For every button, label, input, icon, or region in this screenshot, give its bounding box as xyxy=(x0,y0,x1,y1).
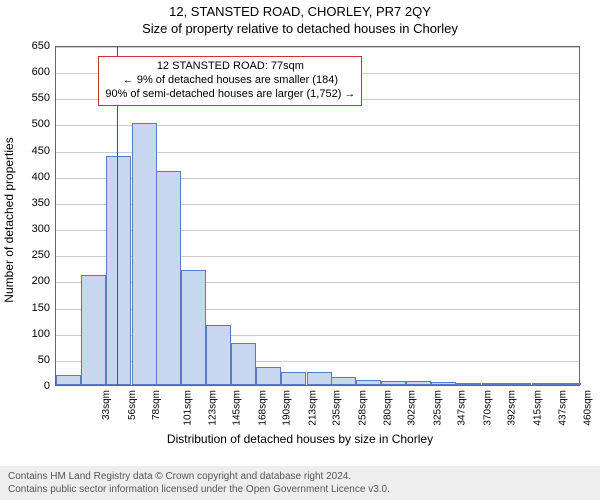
x-tick: 258sqm xyxy=(358,390,369,426)
histogram-bar xyxy=(456,383,481,385)
x-tick: 415sqm xyxy=(533,390,544,426)
x-tick: 347sqm xyxy=(457,390,468,426)
histogram-bar xyxy=(256,367,281,385)
y-tick: 150 xyxy=(0,302,50,314)
y-tick: 100 xyxy=(0,328,50,340)
histogram-chart: Number of detached properties 0501001502… xyxy=(0,40,600,440)
x-tick: 280sqm xyxy=(382,390,393,426)
y-tick: 500 xyxy=(0,118,50,130)
histogram-bar xyxy=(156,171,181,385)
histogram-bar xyxy=(206,325,231,385)
histogram-bar xyxy=(231,343,256,385)
callout-line2: ← 9% of detached houses are smaller (184… xyxy=(105,74,355,88)
x-tick: 168sqm xyxy=(257,390,268,426)
plot-area: 12 STANSTED ROAD: 77sqm← 9% of detached … xyxy=(55,46,580,386)
histogram-bar xyxy=(81,275,106,385)
x-tick: 437sqm xyxy=(557,390,568,426)
histogram-bar xyxy=(406,381,431,385)
y-tick: 350 xyxy=(0,197,50,209)
callout-box: 12 STANSTED ROAD: 77sqm← 9% of detached … xyxy=(98,56,362,105)
y-tick: 200 xyxy=(0,275,50,287)
x-tick: 145sqm xyxy=(232,390,243,426)
x-tick: 78sqm xyxy=(151,390,162,420)
y-tick: 450 xyxy=(0,145,50,157)
x-tick: 392sqm xyxy=(507,390,518,426)
y-tick: 50 xyxy=(0,354,50,366)
histogram-bar xyxy=(482,383,507,385)
x-tick: 33sqm xyxy=(101,390,112,420)
gridline xyxy=(56,47,579,48)
x-tick: 370sqm xyxy=(482,390,493,426)
x-tick: 101sqm xyxy=(183,390,194,426)
y-tick: 600 xyxy=(0,66,50,78)
y-tick: 0 xyxy=(0,380,50,392)
callout-line3: 90% of semi-detached houses are larger (… xyxy=(105,88,355,102)
page-title: 12, STANSTED ROAD, CHORLEY, PR7 2QY xyxy=(0,0,600,19)
y-tick: 300 xyxy=(0,223,50,235)
y-tick: 250 xyxy=(0,249,50,261)
x-tick: 325sqm xyxy=(432,390,443,426)
footer-line1: Contains HM Land Registry data © Crown c… xyxy=(8,470,592,483)
y-tick: 400 xyxy=(0,171,50,183)
histogram-bar xyxy=(556,383,581,385)
x-tick: 460sqm xyxy=(583,390,594,426)
footer-attribution: Contains HM Land Registry data © Crown c… xyxy=(0,466,600,500)
x-tick: 123sqm xyxy=(207,390,218,426)
histogram-bar xyxy=(281,372,306,385)
footer-line2: Contains public sector information licen… xyxy=(8,483,592,496)
histogram-bar xyxy=(106,156,131,385)
histogram-bar xyxy=(532,383,557,385)
histogram-bar xyxy=(506,383,531,385)
y-tick: 650 xyxy=(0,40,50,52)
histogram-bar xyxy=(56,375,81,385)
histogram-bar xyxy=(331,377,356,385)
x-axis-label: Distribution of detached houses by size … xyxy=(0,432,600,446)
histogram-bar xyxy=(431,382,456,385)
x-tick: 190sqm xyxy=(282,390,293,426)
x-tick: 56sqm xyxy=(127,390,138,420)
y-tick: 550 xyxy=(0,92,50,104)
x-tick: 302sqm xyxy=(407,390,418,426)
histogram-bar xyxy=(356,380,381,385)
x-tick: 235sqm xyxy=(332,390,343,426)
callout-line1: 12 STANSTED ROAD: 77sqm xyxy=(105,60,355,74)
page-subtitle: Size of property relative to detached ho… xyxy=(0,19,600,36)
histogram-bar xyxy=(381,381,406,385)
histogram-bar xyxy=(181,270,206,385)
histogram-bar xyxy=(132,123,157,385)
x-tick: 213sqm xyxy=(307,390,318,426)
histogram-bar xyxy=(307,372,332,385)
